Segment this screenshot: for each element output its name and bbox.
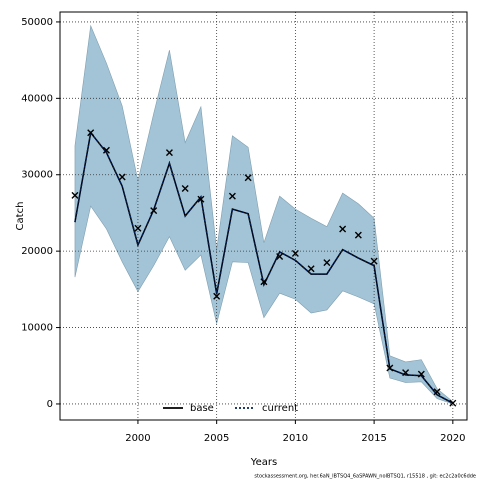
observation bbox=[102, 146, 110, 154]
observation bbox=[165, 149, 173, 157]
observation bbox=[150, 207, 158, 215]
y-axis-label: Catch bbox=[15, 202, 26, 231]
legend-label: base bbox=[190, 403, 214, 414]
observation bbox=[339, 225, 347, 233]
x-tick-label: 2010 bbox=[283, 433, 308, 444]
observation bbox=[134, 224, 142, 232]
x-tick-label: 2015 bbox=[361, 433, 386, 444]
observation bbox=[433, 388, 441, 396]
confidence-band bbox=[74, 24, 454, 405]
y-tick-label: 20000 bbox=[21, 246, 53, 257]
y-tick-label: 30000 bbox=[21, 170, 53, 181]
observation bbox=[417, 370, 425, 378]
observation bbox=[402, 369, 410, 377]
plot-frame bbox=[59, 11, 468, 421]
observation bbox=[260, 278, 268, 286]
observation bbox=[276, 252, 284, 260]
y-tick-label: 0 bbox=[47, 399, 53, 410]
observation bbox=[87, 129, 95, 137]
observation bbox=[197, 195, 205, 203]
observation bbox=[244, 174, 252, 182]
observation bbox=[307, 265, 315, 273]
x-tick-label: 2020 bbox=[440, 433, 465, 444]
x-tick-label: 2000 bbox=[125, 433, 150, 444]
observation bbox=[386, 364, 394, 372]
y-tick-label: 50000 bbox=[21, 17, 53, 28]
observation bbox=[323, 259, 331, 267]
observation bbox=[291, 249, 299, 257]
x-axis-label: Years bbox=[250, 457, 277, 468]
observation bbox=[354, 231, 362, 239]
y-tick-label: 40000 bbox=[21, 93, 53, 104]
observation bbox=[71, 191, 79, 199]
footnote: stockassessment.org, her.6aN_IBTSQ4_6aSP… bbox=[254, 474, 476, 480]
y-tick-label: 10000 bbox=[21, 323, 53, 334]
x-tick-label: 2005 bbox=[204, 433, 229, 444]
observation bbox=[370, 257, 378, 265]
observation bbox=[213, 292, 221, 300]
observation bbox=[181, 184, 189, 192]
observation bbox=[449, 399, 457, 407]
observation bbox=[118, 173, 126, 181]
observation bbox=[228, 192, 236, 200]
legend-label: current bbox=[262, 403, 298, 414]
